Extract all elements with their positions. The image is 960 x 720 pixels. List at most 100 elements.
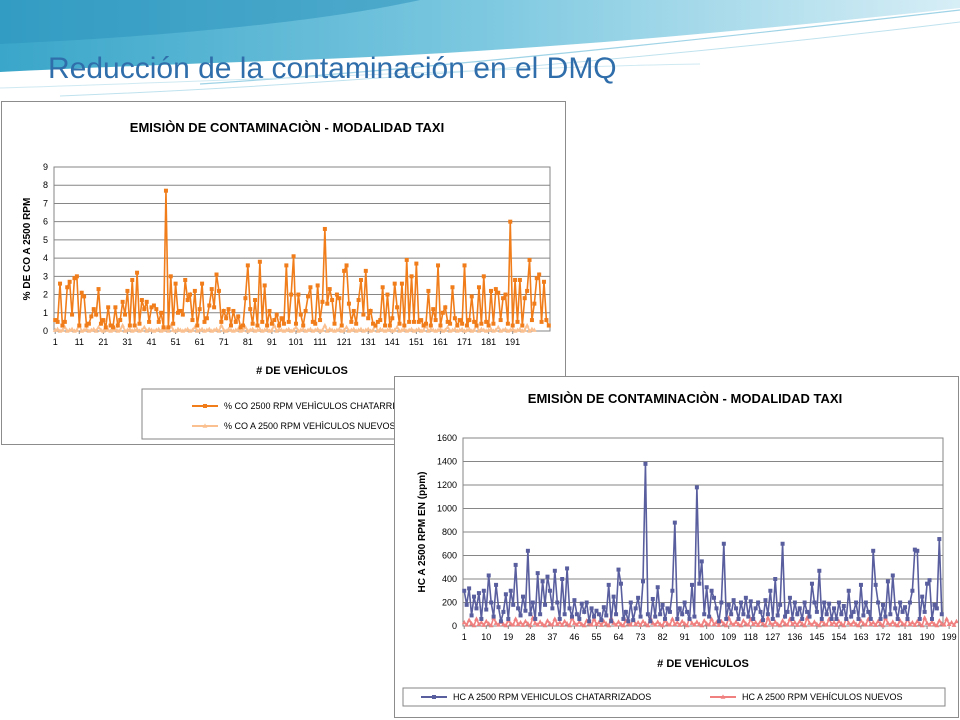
data-point (893, 606, 898, 611)
data-point (74, 274, 79, 279)
data-point (527, 328, 532, 333)
data-point (527, 622, 533, 628)
data-point (841, 604, 846, 609)
data-point (498, 318, 503, 323)
data-point (829, 616, 834, 621)
data-point (660, 622, 665, 628)
data-point (789, 621, 795, 627)
data-point (927, 578, 932, 583)
y-axis-label: % DE CO A 2500 RPM (22, 198, 33, 301)
data-point (378, 318, 383, 323)
data-point (655, 619, 661, 624)
data-point (327, 287, 332, 292)
data-point (486, 573, 491, 578)
data-point (257, 326, 263, 331)
x-tick-label: 81 (243, 337, 253, 347)
data-point (658, 612, 663, 617)
data-point (137, 321, 142, 326)
data-point (723, 622, 729, 628)
data-point (120, 322, 126, 328)
x-tick-label: 141 (385, 337, 400, 347)
data-point (496, 622, 501, 627)
data-point (168, 274, 173, 279)
data-point (763, 622, 768, 628)
data-point (636, 595, 641, 600)
data-point (476, 285, 481, 290)
data-point (503, 622, 509, 628)
x-tick-label: 151 (409, 337, 424, 347)
data-point (645, 612, 650, 617)
data-point (527, 257, 532, 262)
data-point (503, 326, 508, 331)
data-point (84, 323, 89, 328)
x-axis-label: # DE VEHÌCULOS (256, 364, 348, 377)
legend-box (402, 687, 946, 707)
data-point (851, 619, 857, 624)
data-point (682, 600, 687, 605)
data-point (163, 188, 168, 193)
data-point (58, 281, 63, 286)
data-point (731, 598, 736, 603)
data-point (117, 327, 123, 332)
data-point (834, 622, 839, 627)
x-tick-label: 51 (171, 337, 181, 347)
data-point (86, 321, 91, 326)
data-point (844, 616, 849, 621)
y-axis-label: HC A 2500 RPM EN (ppm) (417, 472, 428, 593)
data-point (542, 622, 548, 628)
data-point (780, 618, 785, 623)
data-point (518, 613, 523, 618)
data-point (368, 308, 373, 313)
data-point (132, 323, 137, 328)
data-point (574, 612, 579, 617)
data-point (120, 299, 125, 304)
data-point (707, 614, 712, 619)
data-point (729, 612, 734, 617)
data-point (924, 620, 930, 625)
data-point (628, 600, 633, 605)
y-tick-label: 8 (43, 180, 48, 190)
data-point (663, 616, 668, 621)
series-0-line (463, 463, 943, 623)
data-point (387, 323, 392, 328)
data-point (524, 322, 530, 328)
data-point (560, 577, 565, 581)
data-point (472, 319, 477, 324)
data-point (633, 621, 639, 627)
x-tick-label: 181 (898, 632, 913, 642)
data-point (62, 324, 68, 330)
x-tick-label: 82 (658, 632, 668, 642)
data-point (493, 327, 499, 332)
data-point (125, 288, 130, 293)
data-point (344, 324, 349, 330)
legend-swatch-marker (720, 694, 726, 699)
data-point (96, 287, 101, 292)
data-point (756, 600, 761, 605)
data-point (440, 310, 445, 315)
data-point (846, 588, 851, 593)
data-point (920, 594, 925, 599)
data-point (589, 606, 594, 611)
data-point (954, 618, 958, 624)
data-point (341, 327, 347, 332)
data-point (628, 622, 634, 627)
data-point (464, 622, 470, 627)
data-point (322, 226, 327, 231)
data-point (173, 328, 178, 333)
data-point (824, 612, 829, 617)
legend: HC A 2500 RPM VEHICULOS CHATARRIZADOS HC … (402, 687, 946, 707)
data-point (267, 308, 272, 313)
data-point (701, 618, 707, 623)
data-point (375, 328, 381, 333)
data-point (464, 602, 469, 607)
data-point (216, 288, 221, 293)
data-point (286, 319, 291, 324)
co-emission-chart-svg: EMISIÒN DE CONTAMINACIÒN - MODALIDAD TAX… (22, 120, 563, 440)
data-point (411, 319, 416, 324)
data-point (272, 318, 277, 323)
data-point (392, 281, 397, 286)
data-point (863, 622, 869, 627)
data-point (598, 622, 604, 627)
data-point (611, 594, 616, 599)
data-point (900, 621, 905, 626)
